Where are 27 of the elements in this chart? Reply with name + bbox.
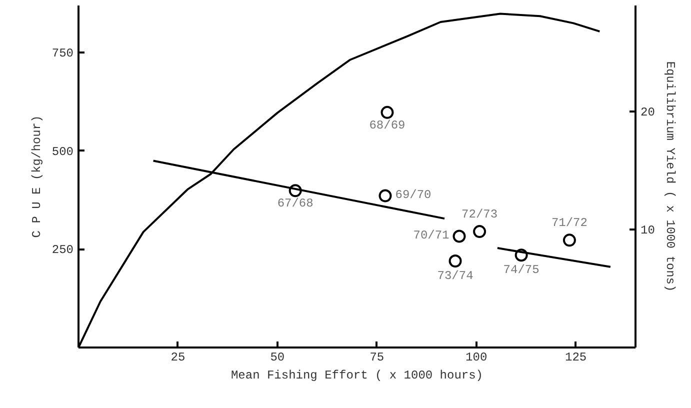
x-tick-label: 25 xyxy=(170,350,186,364)
y-tick-label: 500 xyxy=(52,144,74,159)
point xyxy=(380,106,394,119)
annotation: 71/72 xyxy=(551,216,588,230)
annotation: 69/70 xyxy=(395,188,432,202)
x-tick-label: 50 xyxy=(270,350,285,364)
annotation: 73/74 xyxy=(437,269,474,284)
annotation: 68/69 xyxy=(369,118,406,132)
point xyxy=(448,254,462,268)
point xyxy=(378,189,392,202)
x-tick-label: 125 xyxy=(565,350,587,364)
annotation: 67/68 xyxy=(277,196,314,211)
x-axis-title: Mean Fishing Effort ( x 1000 hours) xyxy=(230,368,484,382)
annotation: 72/73 xyxy=(462,208,498,222)
y-tick-label: 250 xyxy=(52,243,74,258)
y-axis-title: C P U E (kg/hour) xyxy=(30,115,44,238)
annotation: 70/71 xyxy=(413,228,450,242)
x-tick-label: 75 xyxy=(370,350,384,364)
x-tick-label: 100 xyxy=(466,350,488,364)
y-tick-label: 750 xyxy=(52,46,74,61)
y2-tick-label: 10 xyxy=(640,224,655,238)
point xyxy=(452,230,466,243)
y2-tick-label: 20 xyxy=(640,106,655,120)
point xyxy=(562,234,576,247)
annotation: 74/75 xyxy=(503,263,540,278)
y2-axis-title: Equilibrium Yield ( x 1000 tons) xyxy=(662,61,677,292)
point xyxy=(473,225,486,238)
